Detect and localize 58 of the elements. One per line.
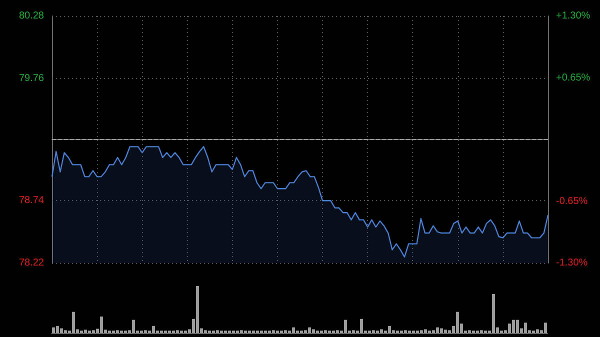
bar <box>204 330 207 333</box>
bar <box>420 330 423 333</box>
bar <box>92 330 95 333</box>
bar <box>360 318 363 333</box>
bar <box>380 329 383 333</box>
bar <box>284 330 287 333</box>
bar <box>56 326 59 333</box>
bar <box>60 328 63 333</box>
bar <box>432 330 435 333</box>
y-tick-label: 80.28 <box>18 10 44 22</box>
bar <box>492 294 495 333</box>
bar <box>544 322 547 333</box>
bar <box>216 330 219 333</box>
bar <box>344 320 347 333</box>
bar <box>468 330 471 333</box>
bar <box>536 329 539 333</box>
bar <box>84 330 87 333</box>
bar <box>388 326 391 333</box>
bar <box>292 327 295 333</box>
bar <box>52 327 55 333</box>
bar <box>448 330 451 333</box>
y2-tick-label: -0.65% <box>556 196 588 207</box>
bar <box>312 329 315 333</box>
bar <box>152 326 155 333</box>
bar <box>456 312 459 333</box>
bar <box>404 330 407 333</box>
bar <box>352 330 355 333</box>
bar <box>240 330 243 333</box>
y2-tick-label: +1.30% <box>556 10 590 22</box>
bar <box>336 330 339 333</box>
bar <box>304 330 307 333</box>
bar <box>436 327 439 333</box>
bar <box>196 286 199 333</box>
bar <box>524 322 527 333</box>
bar <box>444 330 447 333</box>
bar <box>372 330 375 333</box>
bar <box>116 330 119 333</box>
y-tick-label: 78.22 <box>18 258 44 268</box>
bar <box>272 330 275 333</box>
bar <box>176 330 179 333</box>
bar <box>392 330 395 333</box>
bar <box>516 320 519 333</box>
y-tick-label: 79.76 <box>18 72 44 84</box>
bar <box>100 316 103 333</box>
bar <box>440 328 443 333</box>
y2-tick-label: -1.30% <box>556 258 588 268</box>
y-tick-label: 78.74 <box>18 195 44 206</box>
bar <box>132 320 135 333</box>
bar <box>512 320 515 333</box>
bar <box>424 329 427 333</box>
bar <box>72 312 75 333</box>
bar <box>308 327 311 333</box>
bar <box>508 324 511 333</box>
bar <box>144 330 147 333</box>
bar <box>324 330 327 333</box>
y2-tick-label: +0.65% <box>556 72 590 84</box>
bar <box>480 330 483 333</box>
bar <box>64 330 67 333</box>
